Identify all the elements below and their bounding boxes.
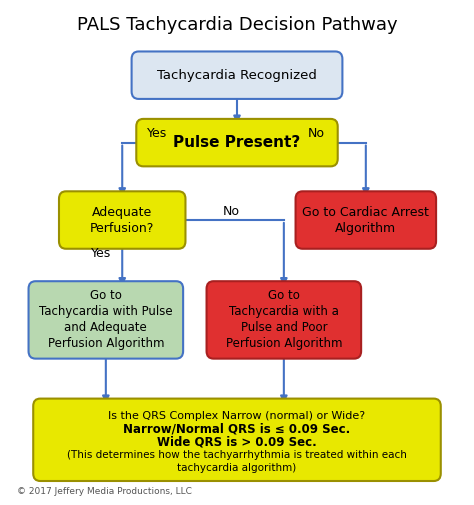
Text: Yes: Yes [147,127,167,140]
Text: (This determines how the tachyarrhythmia is treated within each: (This determines how the tachyarrhythmia… [67,450,407,460]
FancyBboxPatch shape [207,281,361,359]
Text: Wide QRS is > 0.09 Sec.: Wide QRS is > 0.09 Sec. [157,435,317,448]
FancyBboxPatch shape [137,119,337,166]
Text: Is the QRS Complex Narrow (normal) or Wide?: Is the QRS Complex Narrow (normal) or Wi… [109,411,365,421]
Text: © 2017 Jeffery Media Productions, LLC: © 2017 Jeffery Media Productions, LLC [17,487,191,496]
Text: PALS Tachycardia Decision Pathway: PALS Tachycardia Decision Pathway [77,16,397,34]
Text: Pulse Present?: Pulse Present? [173,135,301,150]
FancyBboxPatch shape [28,281,183,359]
FancyBboxPatch shape [59,191,185,249]
FancyBboxPatch shape [132,52,342,99]
FancyBboxPatch shape [296,191,436,249]
FancyBboxPatch shape [33,398,441,481]
Text: No: No [308,127,325,140]
Text: Go to
Tachycardia with Pulse
and Adequate
Perfusion Algorithm: Go to Tachycardia with Pulse and Adequat… [39,289,173,350]
Text: Narrow/Normal QRS is ≤ 0.09 Sec.: Narrow/Normal QRS is ≤ 0.09 Sec. [123,422,351,435]
Text: Go to Cardiac Arrest
Algorithm: Go to Cardiac Arrest Algorithm [302,206,429,234]
Text: Tachycardia Recognized: Tachycardia Recognized [157,69,317,82]
Text: No: No [223,205,240,218]
Text: Go to
Tachycardia with a
Pulse and Poor
Perfusion Algorithm: Go to Tachycardia with a Pulse and Poor … [226,289,342,350]
Text: Adequate
Perfusion?: Adequate Perfusion? [90,206,155,234]
Text: Yes: Yes [91,247,111,260]
Text: tachycardia algorithm): tachycardia algorithm) [177,463,297,473]
